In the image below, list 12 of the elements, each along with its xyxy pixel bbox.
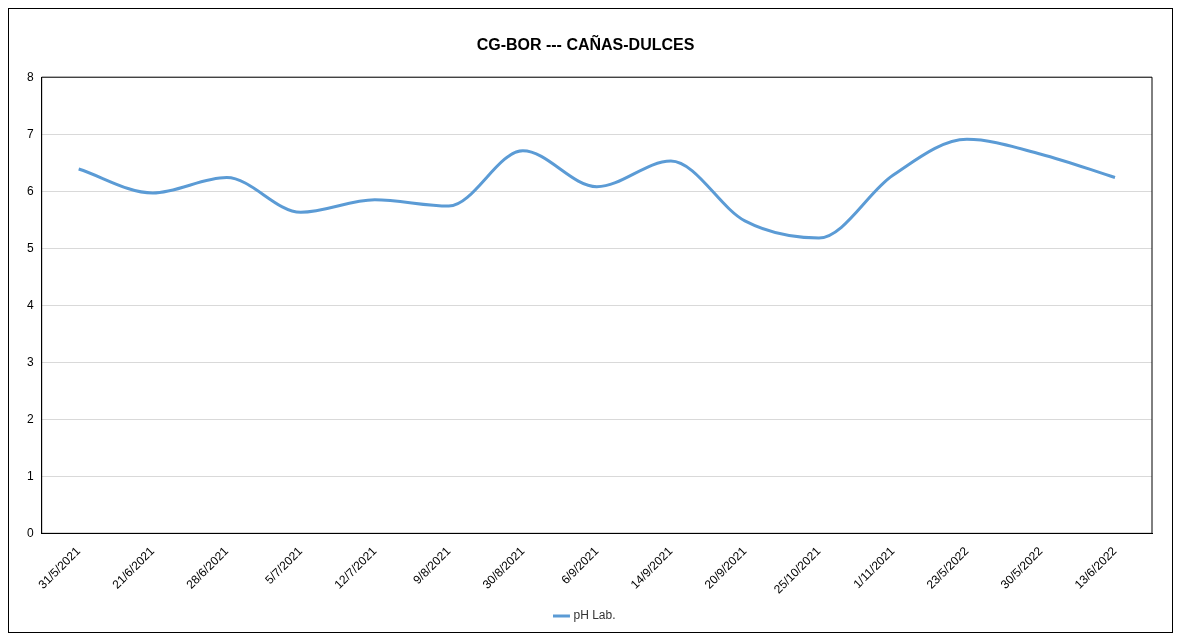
- y-tick-label: 8: [26, 69, 34, 84]
- chart-title: CG-BOR --- CAÑAS-DULCES: [476, 34, 695, 54]
- y-tick-label: 7: [26, 126, 34, 141]
- y-tick-label: 6: [26, 183, 34, 198]
- y-tick-label: 4: [26, 297, 34, 312]
- y-tick-label: 2: [26, 411, 34, 426]
- legend-label: pH Lab.: [573, 608, 616, 623]
- y-tick-label: 0: [26, 525, 34, 540]
- line-series: [77, 137, 1117, 240]
- y-tick-label: 3: [26, 354, 34, 369]
- y-tick-label: 1: [26, 468, 34, 483]
- y-tick-label: 5: [26, 240, 34, 255]
